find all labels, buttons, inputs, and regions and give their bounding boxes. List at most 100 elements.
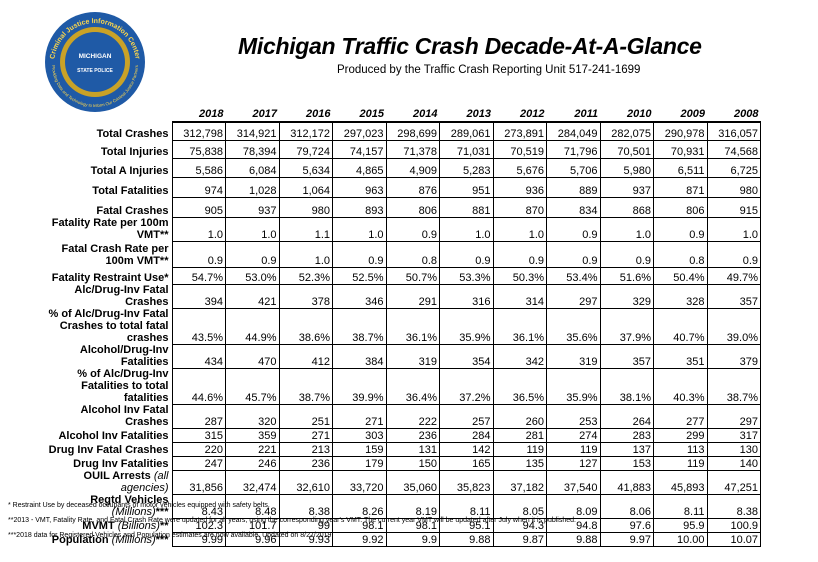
table-cell: 35.6%: [546, 307, 601, 345]
table-cell: 50.4%: [653, 266, 708, 285]
row-label: Alcohol Inv Fatalities: [42, 428, 172, 442]
row-label-text: Drug Inv Fatal Crashes: [48, 444, 169, 456]
row-label-footnote-mark: ***: [155, 506, 169, 518]
table-cell: 38.1%: [599, 367, 654, 405]
table-cell: 834: [546, 196, 601, 218]
table-cell: 35,060: [385, 469, 440, 495]
table-cell: 271: [332, 403, 387, 429]
table-cell: 317: [706, 427, 761, 443]
year-header: 2013: [439, 104, 493, 123]
page-title: Michigan Traffic Crash Decade-At-A-Glanc…: [238, 33, 702, 59]
table-cell: 893: [332, 196, 387, 218]
table-cell: 937: [225, 196, 280, 218]
table-cell: 354: [439, 343, 494, 369]
table-cell: 9.87: [492, 531, 547, 547]
table-cell: 316: [439, 283, 494, 309]
row-label: OUIL Arrests (all agencies): [42, 470, 172, 494]
table-row: Fatal Crashes 905 937 980 893 806 881 870 834 868…: [42, 196, 761, 218]
table-cell: 905: [171, 196, 226, 218]
table-row: Total A Injuries 5,586 6,084 5,634 4,865 4,90…: [42, 157, 761, 178]
table-cell: 9.88: [546, 531, 601, 547]
footnote-population: ***2018 data for Registered Vehicles and…: [8, 532, 334, 539]
table-cell: 974: [171, 176, 226, 198]
table-cell: 316,057: [706, 121, 761, 141]
table-cell: 97.6: [599, 517, 654, 533]
table-cell: 10.00: [653, 531, 708, 547]
table-cell: 142: [439, 441, 494, 457]
table-cell: 53.3%: [439, 266, 494, 285]
table-cell: 220: [171, 441, 226, 457]
table-cell: 0.9: [492, 240, 547, 268]
table-cell: 165: [439, 455, 494, 471]
table-row: Alcohol Inv Fatal Crashes 287 320 251 271 222…: [42, 403, 761, 429]
table-cell: 53.4%: [546, 266, 601, 285]
table-cell: 937: [599, 176, 654, 198]
year-header: 2016: [279, 104, 333, 123]
table-cell: 33,720: [332, 469, 387, 495]
table-cell: 50.3%: [492, 266, 547, 285]
table-cell: 5,980: [599, 157, 654, 178]
row-label: Fatal Crash Rate per 100m VMT**: [42, 241, 172, 267]
table-cell: 6,084: [225, 157, 280, 178]
row-label-text: Fatality Restraint Use*: [51, 272, 169, 284]
table-cell: 6,725: [706, 157, 761, 178]
table-cell: 37,540: [546, 469, 601, 495]
table-cell: 0.9: [385, 216, 440, 242]
table-cell: 36.1%: [385, 307, 440, 345]
table-cell: 1.0: [278, 240, 333, 268]
table-cell: 260: [492, 403, 547, 429]
crash-data-table: 2018 2017 2016 2015 2014 2013 2012 2011 2010 2009…: [42, 104, 761, 547]
row-label-text: Alc/Drug-Inv Fatal Crashes: [74, 284, 169, 308]
table-row: % of Alc/Drug-Inv Fatalities to total fa…: [42, 367, 761, 405]
table-cell: 179: [332, 455, 387, 471]
row-label-note: (Millions): [111, 534, 156, 546]
table-cell: 271: [278, 427, 333, 443]
table-cell: 95.1: [439, 517, 494, 533]
table-cell: 290,978: [653, 121, 708, 141]
table-cell: 806: [653, 196, 708, 218]
table-cell: 297,023: [332, 121, 387, 141]
row-label: Total A Injuries: [42, 158, 172, 177]
table-cell: 1.0: [171, 216, 226, 242]
row-label: Population (Millions)***: [42, 532, 172, 546]
table-cell: 53.0%: [225, 266, 280, 285]
table-cell: 273,891: [492, 121, 547, 141]
table-cell: 119: [492, 441, 547, 457]
table-cell: 38.7%: [278, 367, 333, 405]
table-cell: 75,838: [171, 139, 226, 159]
table-row: Fatal Crash Rate per 100m VMT** 0.9 0.9 1.0…: [42, 240, 761, 268]
table-cell: 277: [653, 403, 708, 429]
table-cell: 0.8: [385, 240, 440, 268]
table-cell: 297: [546, 283, 601, 309]
table-cell: 5,283: [439, 157, 494, 178]
table-cell: 298,699: [385, 121, 440, 141]
table-cell: 70,501: [599, 139, 654, 159]
table-row: OUIL Arrests (all agencies) 31,856 32,474 3…: [42, 469, 761, 495]
table-row: MVMT (Billions)** 102.3 101.7 99 98.1 98.1 95.…: [42, 517, 761, 533]
logo-center-top: MICHIGAN: [79, 53, 112, 60]
table-cell: 35.9%: [546, 367, 601, 405]
table-cell: 1.0: [492, 216, 547, 242]
table-cell: 0.9: [332, 240, 387, 268]
table-cell: 289,061: [439, 121, 494, 141]
table-cell: 43.5%: [171, 307, 226, 345]
table-cell: 38.7%: [332, 307, 387, 345]
table-row: Fatality Rate per 100m VMT** 1.0 1.0 1.1 1.0…: [42, 216, 761, 242]
table-cell: 9.96: [225, 531, 280, 547]
table-cell: 357: [706, 283, 761, 309]
table-cell: 299: [653, 427, 708, 443]
table-cell: 980: [278, 196, 333, 218]
row-label: Regtd Vehicles (Millions)***: [42, 494, 172, 518]
table-cell: 74,568: [706, 139, 761, 159]
table-cell: 52.3%: [278, 266, 333, 285]
row-label-text: Total A Injuries: [90, 165, 169, 177]
row-label-text: Regtd Vehicles: [90, 494, 169, 506]
table-cell: 359: [225, 427, 280, 443]
row-label-text: Drug Inv Fatalities: [73, 458, 169, 470]
table-cell: 47,251: [706, 469, 761, 495]
table-cell: 71,031: [439, 139, 494, 159]
year-header: 2014: [386, 104, 440, 123]
table-cell: 236: [385, 427, 440, 443]
table-cell: 6,511: [653, 157, 708, 178]
table-cell: 9.93: [278, 531, 333, 547]
